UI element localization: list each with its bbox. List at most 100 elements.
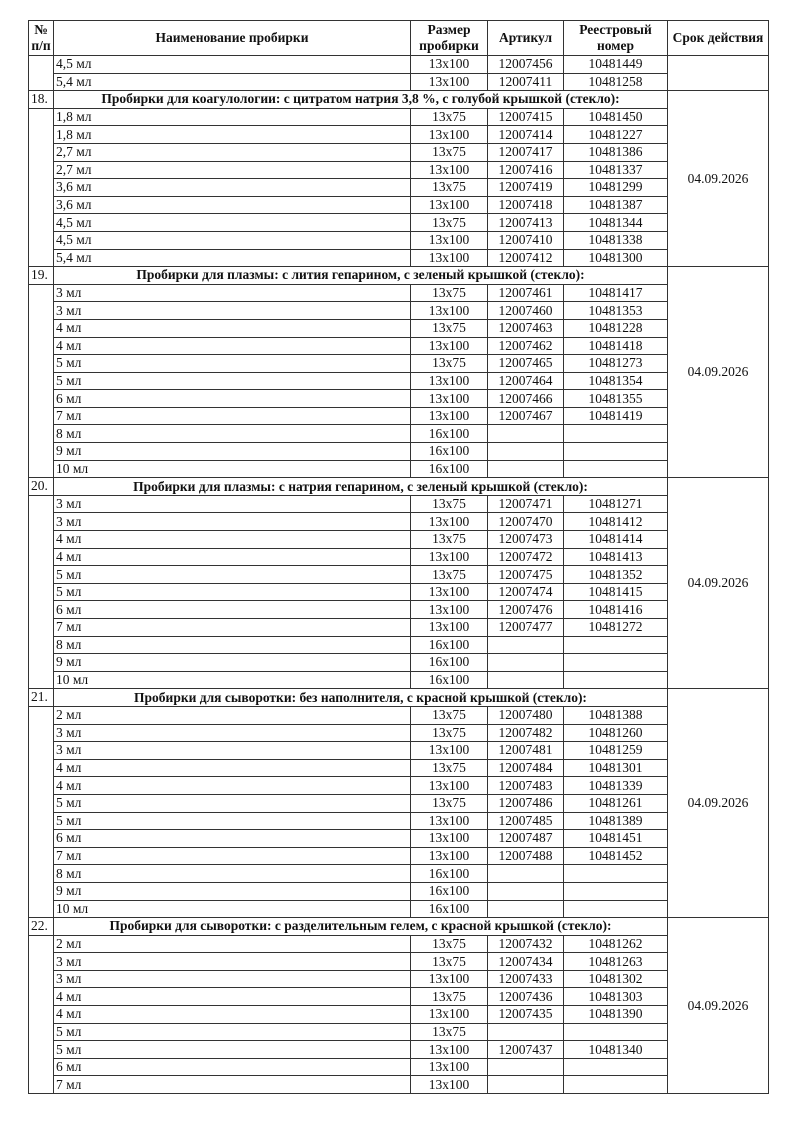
tube-article: 12007471 bbox=[487, 494, 564, 514]
header-num: № п/п bbox=[28, 20, 54, 56]
section-expiry: 04.09.2026 bbox=[667, 917, 769, 1095]
row-number-cell bbox=[28, 107, 54, 268]
tube-size: 13x100 bbox=[410, 230, 488, 250]
tube-article: 12007416 bbox=[487, 160, 564, 180]
section-number: 22. bbox=[28, 917, 54, 936]
tube-registry bbox=[563, 1057, 668, 1077]
tube-registry: 10481413 bbox=[563, 547, 668, 567]
section-title: Пробирки для коагулологии: с цитратом на… bbox=[53, 90, 668, 109]
tube-name: 5 мл bbox=[53, 565, 411, 584]
tube-name: 3 мл bbox=[53, 301, 411, 320]
tube-name: 2 мл bbox=[53, 934, 411, 954]
tube-size: 13x75 bbox=[410, 793, 488, 813]
tube-registry: 10481452 bbox=[563, 846, 668, 866]
tube-name: 10 мл bbox=[53, 899, 411, 919]
tube-size: 13x75 bbox=[410, 1022, 488, 1042]
tube-registry: 10481417 bbox=[563, 283, 668, 303]
tube-article: 12007475 bbox=[487, 565, 564, 584]
tube-size: 13x100 bbox=[410, 371, 488, 391]
section-expiry: 04.09.2026 bbox=[667, 688, 769, 919]
row-number-cell bbox=[28, 705, 54, 919]
tube-size: 13x75 bbox=[410, 142, 488, 162]
tube-article: 12007470 bbox=[487, 512, 564, 532]
tube-article: 12007464 bbox=[487, 371, 564, 391]
tube-size: 13x75 bbox=[410, 987, 488, 1007]
tube-name: 4,5 мл bbox=[53, 213, 411, 232]
section-number: 21. bbox=[28, 688, 54, 707]
tube-name: 7 мл bbox=[53, 846, 411, 866]
tube-article: 12007411 bbox=[487, 72, 564, 92]
tube-name: 3 мл bbox=[53, 723, 411, 743]
tube-name: 6 мл bbox=[53, 389, 411, 408]
tube-article: 12007412 bbox=[487, 248, 564, 268]
tube-article: 12007434 bbox=[487, 952, 564, 971]
table-row: 2 мл 13x75 12007432 10481262 bbox=[28, 934, 769, 1095]
tube-article: 12007465 bbox=[487, 354, 564, 373]
tube-name: 4 мл bbox=[53, 758, 411, 778]
tube-name: 1,8 мл bbox=[53, 107, 411, 127]
tube-name: 5 мл bbox=[53, 371, 411, 391]
tube-article: 12007476 bbox=[487, 600, 564, 619]
tube-size: 13x100 bbox=[410, 389, 488, 408]
tube-registry: 10481353 bbox=[563, 301, 668, 320]
tube-size: 13x100 bbox=[410, 600, 488, 619]
tube-article: 12007488 bbox=[487, 846, 564, 866]
tube-registry: 10481303 bbox=[563, 987, 668, 1007]
table-row: 4 мл 13x100 12007472 10481413 bbox=[29, 547, 769, 567]
tube-article: 12007413 bbox=[487, 213, 564, 232]
tube-registry: 10481344 bbox=[563, 213, 668, 232]
tube-article: 12007466 bbox=[487, 389, 564, 408]
tube-size: 13x100 bbox=[410, 776, 488, 795]
tube-size: 16x100 bbox=[410, 653, 488, 672]
tube-size: 13x100 bbox=[410, 582, 488, 602]
table-row: 3 мл 13x100 12007433 10481302 bbox=[29, 969, 769, 989]
tube-size: 13x75 bbox=[410, 213, 488, 232]
tube-article: 12007472 bbox=[487, 547, 564, 567]
table-row: 8 мл 16x100 bbox=[29, 864, 769, 883]
tube-article: 12007481 bbox=[487, 741, 564, 760]
tube-registry bbox=[563, 635, 668, 655]
table-header-row: № п/п Наименование пробирки Размер проби… bbox=[28, 20, 769, 56]
tube-name: 5 мл bbox=[53, 354, 411, 373]
row-number-cell bbox=[28, 494, 54, 690]
tube-name: 2,7 мл bbox=[53, 142, 411, 162]
tube-registry: 10481449 bbox=[563, 55, 668, 74]
table-row: 5 мл 13x100 12007437 10481340 bbox=[29, 1040, 769, 1059]
tube-name: 2 мл bbox=[53, 705, 411, 725]
table-row: 1,8 мл 13x100 12007414 10481227 bbox=[29, 125, 769, 144]
header-name: Наименование пробирки bbox=[53, 20, 411, 56]
tube-registry: 10481337 bbox=[563, 160, 668, 180]
tube-article bbox=[487, 670, 564, 690]
tube-article: 12007410 bbox=[487, 230, 564, 250]
table-row: 3,6 мл 13x100 12007418 10481387 bbox=[29, 195, 769, 215]
tube-registry: 10481414 bbox=[563, 530, 668, 549]
table-row: 3 мл 13x75 12007461 10481417 bbox=[28, 283, 769, 479]
tube-registry bbox=[563, 1022, 668, 1042]
table-row: 5,4 мл 13x100 12007412 10481300 bbox=[29, 248, 769, 268]
tube-registry: 10481412 bbox=[563, 512, 668, 532]
tube-registry: 10481263 bbox=[563, 952, 668, 971]
tube-name: 5 мл bbox=[53, 582, 411, 602]
table-row: 3,6 мл 13x75 12007419 10481299 bbox=[29, 178, 769, 197]
tube-registry: 10481271 bbox=[563, 494, 668, 514]
header-article: Артикул bbox=[487, 20, 564, 56]
tube-name: 10 мл bbox=[53, 670, 411, 690]
tube-registry: 10481340 bbox=[563, 1040, 668, 1059]
tube-registry: 10481259 bbox=[563, 741, 668, 760]
tube-size: 13x100 bbox=[410, 301, 488, 320]
tube-article: 12007485 bbox=[487, 811, 564, 831]
tube-name: 1,8 мл bbox=[53, 125, 411, 144]
tube-registry: 10481273 bbox=[563, 354, 668, 373]
tube-article: 12007487 bbox=[487, 829, 564, 848]
tube-name: 5 мл bbox=[53, 793, 411, 813]
tube-article: 12007483 bbox=[487, 776, 564, 795]
table-row: 6 мл 13x100 12007476 10481416 bbox=[29, 600, 769, 619]
tube-size: 13x100 bbox=[410, 406, 488, 426]
tube-size: 13x75 bbox=[410, 952, 488, 971]
tube-name: 9 мл bbox=[53, 881, 411, 901]
tube-registry: 10481272 bbox=[563, 618, 668, 637]
row-number-cell bbox=[28, 283, 54, 479]
tube-name: 5,4 мл bbox=[53, 248, 411, 268]
tube-size: 13x100 bbox=[410, 811, 488, 831]
tube-name: 3 мл bbox=[53, 512, 411, 532]
